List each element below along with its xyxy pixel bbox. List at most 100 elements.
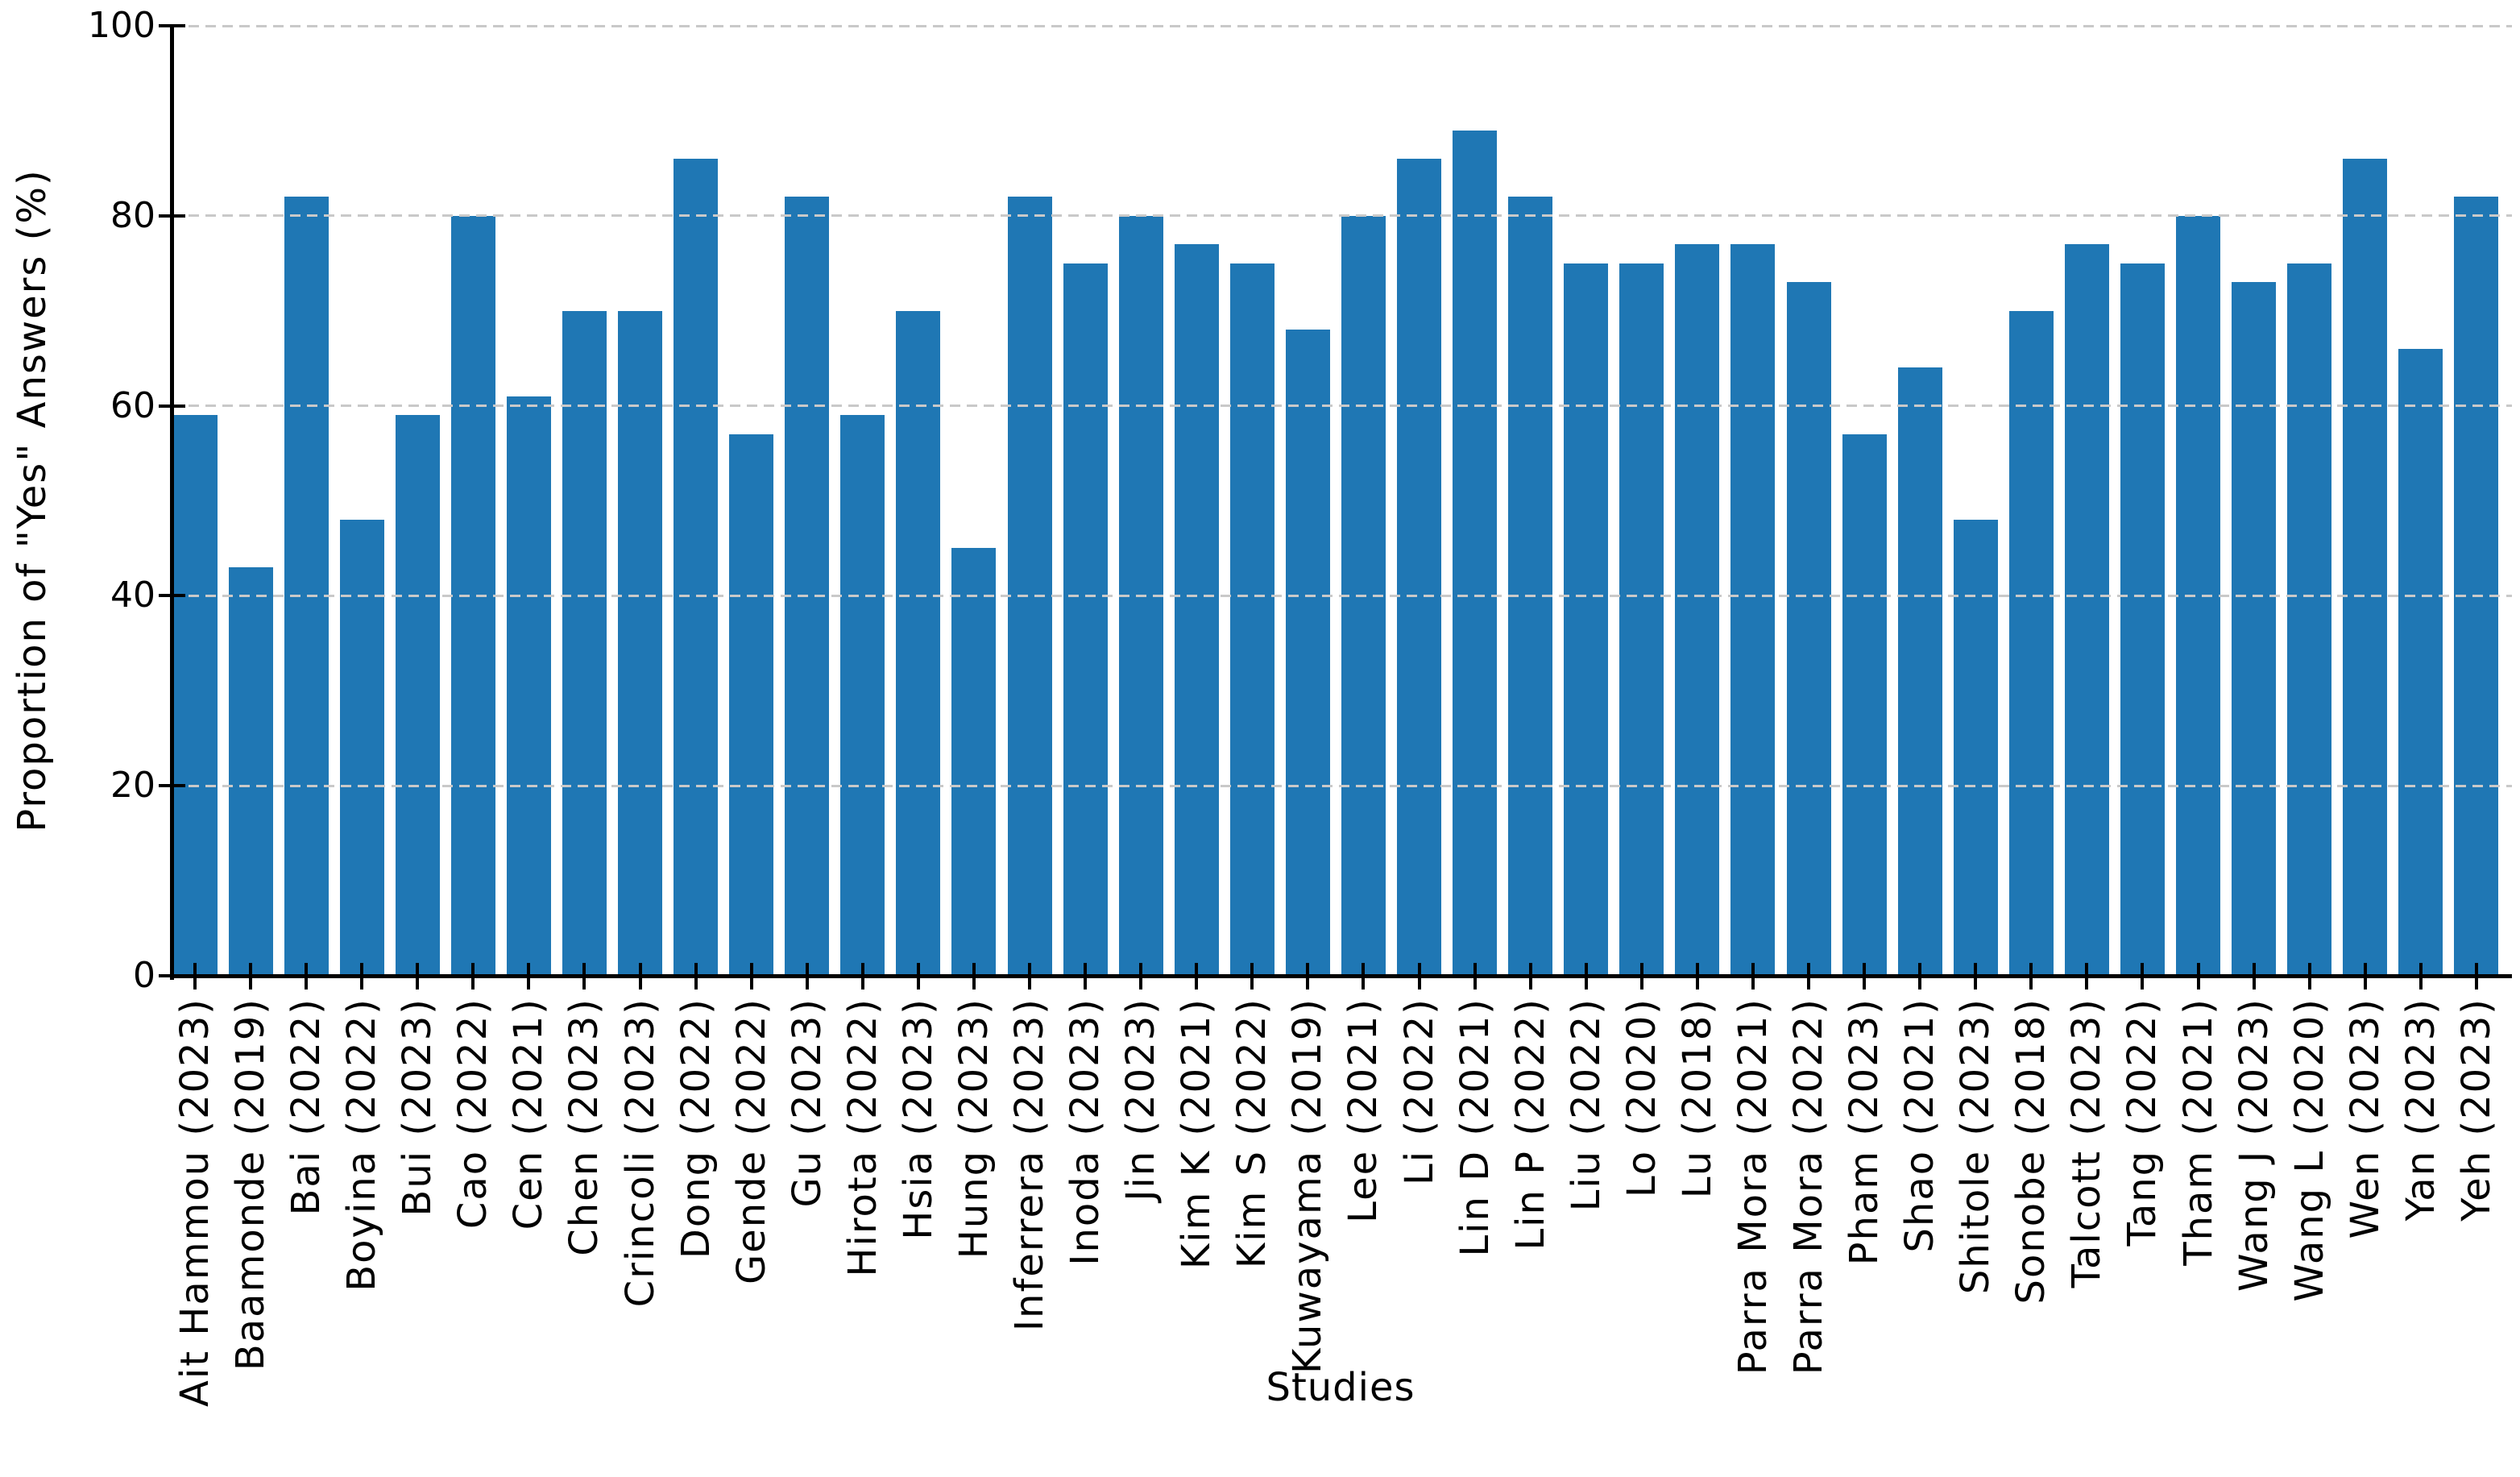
x-tick-label: Kim S (2022) [1229,998,1275,1269]
x-tick [1695,963,1699,990]
bar [1786,282,1831,976]
x-tick [972,963,976,990]
bar [1453,130,1498,976]
x-tick-label: Kuwayama (2019) [1285,998,1331,1375]
x-tick-label: Lu (2018) [1674,998,1720,1199]
bar [2287,263,2332,976]
x-tick [2418,963,2423,990]
gridline [172,405,2512,408]
bar [951,548,997,976]
bar [2064,244,2109,976]
x-tick [2029,963,2033,990]
x-tick [1473,963,1477,990]
x-tick [1028,963,1032,990]
x-tick [2474,963,2478,990]
x-tick [1528,963,1532,990]
x-tick [2085,963,2089,990]
x-tick-label: Liu (2022) [1563,998,1609,1212]
gridline [172,24,2512,27]
bar [395,415,440,976]
x-tick-label: Hung (2023) [951,998,997,1259]
x-tick [1918,963,1922,990]
bar [2120,263,2165,976]
x-tick [1417,963,1421,990]
x-tick-label: Lee (2021) [1341,998,1386,1223]
x-tick-label: Tang (2022) [2120,998,2166,1247]
x-tick [1584,963,1588,990]
y-tick-label: 100 [88,5,155,46]
y-tick-label: 20 [110,765,155,807]
x-tick [2196,963,2200,990]
bar [1619,263,1664,976]
x-tick-label: Hsia (2023) [895,998,941,1240]
x-tick-label: Yeh (2023) [2453,998,2499,1222]
bar [284,197,329,976]
x-tick-label: Yan (2023) [2398,998,2443,1222]
x-tick [582,963,586,990]
y-tick [159,784,185,788]
x-tick-label: Wang L (2020) [2286,998,2332,1302]
x-tick-label: Gende (2022) [728,998,774,1285]
x-tick-label: Ait Hammou (2023) [172,998,218,1407]
x-tick [1250,963,1254,990]
x-tick [805,963,809,990]
x-tick-label: Parra Mora (2022) [1786,998,1832,1375]
bar [2454,197,2499,976]
y-tick-label: 60 [110,384,155,426]
x-tick-label: Inoda (2023) [1063,998,1109,1266]
plot-area [172,24,2512,976]
bar [506,396,551,976]
bar [1564,263,1609,976]
x-tick-label: Jin (2023) [1118,998,1164,1201]
y-tick-label: 40 [110,575,155,616]
x-tick [1807,963,1811,990]
bar [729,434,774,976]
y-axis-spine [169,26,174,980]
y-tick [159,594,185,598]
bar [1953,520,1998,976]
x-tick [694,963,698,990]
y-tick [159,214,185,218]
x-tick [2307,963,2311,990]
gridline [172,784,2512,787]
x-tick [1974,963,1978,990]
x-tick [527,963,531,990]
bar [2008,310,2054,976]
x-tick [2363,963,2367,990]
x-tick [471,963,475,990]
bar [1229,263,1275,976]
x-tick-label: Shitole (2023) [1953,998,1999,1295]
bar [2343,159,2388,976]
bar [1897,367,1942,976]
x-tick-label: Pham (2023) [1842,998,1888,1266]
bar [840,415,885,976]
bar [228,567,273,976]
x-tick [193,963,197,990]
x-tick-label: Baamonde (2019) [228,998,274,1371]
x-tick [1195,963,1199,990]
x-axis-spine [169,973,2512,978]
x-tick-label: Lo (2020) [1619,998,1664,1198]
bar [1285,330,1330,976]
x-tick-label: Boyina (2022) [339,998,385,1292]
x-tick-label: Wang J (2023) [2231,998,2277,1292]
x-tick [360,963,364,990]
bar [674,159,719,976]
x-tick-label: Kim K (2021) [1174,998,1220,1270]
bar [1675,244,1720,976]
x-tick-label: Talcott (2023) [2064,998,2110,1288]
bar [172,415,218,976]
x-tick [2252,963,2256,990]
x-tick-label: Chen (2023) [562,998,607,1256]
y-tick-label: 0 [133,955,155,996]
x-tick [1639,963,1643,990]
y-axis-title: Proportion of "Yes" Answers (%) [10,168,55,832]
bar [2232,282,2277,976]
x-axis-title: Studies [1266,1365,1415,1410]
x-tick [305,963,309,990]
x-tick-label: Lin P (2022) [1507,998,1553,1251]
x-tick [1863,963,1867,990]
x-tick [749,963,753,990]
y-tick-label: 80 [110,194,155,236]
